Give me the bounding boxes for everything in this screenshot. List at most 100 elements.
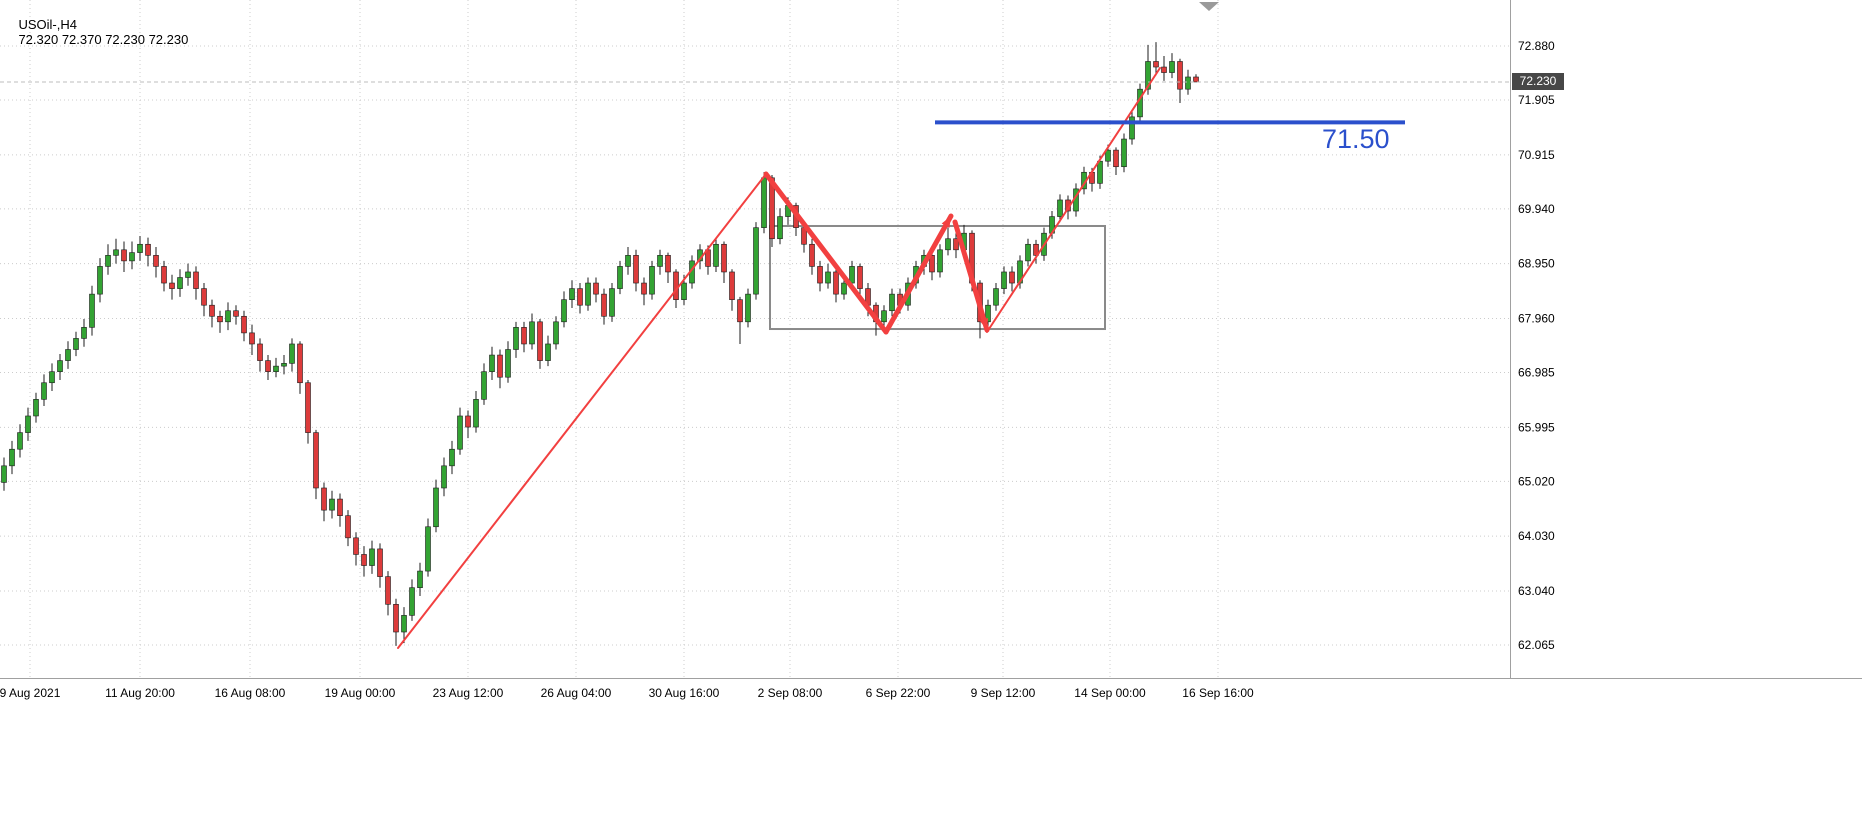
candle-body xyxy=(825,271,831,284)
candle-body xyxy=(513,327,519,350)
candle-body xyxy=(777,216,783,240)
trend-line-annotation[interactable] xyxy=(986,67,1161,333)
candle-body xyxy=(1105,149,1111,162)
candle-body xyxy=(489,354,495,372)
candle-body xyxy=(1057,199,1063,217)
candle-body xyxy=(1185,76,1191,90)
price-tick-label: 72.880 xyxy=(1518,39,1555,53)
candle-body xyxy=(409,587,415,616)
candle-body xyxy=(713,243,719,267)
candle-body xyxy=(609,288,615,317)
candle-body xyxy=(105,255,111,267)
ohlc-readout: 72.320 72.370 72.230 72.230 xyxy=(18,32,189,47)
candle-body xyxy=(665,255,671,273)
candle-body xyxy=(1177,61,1183,90)
candle-body xyxy=(649,266,655,295)
candle-body xyxy=(745,293,751,323)
time-tick-label: 30 Aug 16:00 xyxy=(649,686,720,700)
candle-body xyxy=(265,360,271,372)
candle-body xyxy=(249,332,255,345)
candle-body xyxy=(857,266,863,289)
candle-body xyxy=(425,526,431,572)
candle-body xyxy=(881,310,887,323)
candle-body xyxy=(721,243,727,273)
candle-body xyxy=(681,282,687,300)
candle-body xyxy=(361,554,367,566)
trend-arrowhead xyxy=(941,216,951,228)
candle-body xyxy=(497,354,503,378)
candle-body xyxy=(393,604,399,633)
candle-body xyxy=(1153,61,1159,68)
candle-body xyxy=(1161,66,1167,73)
candle-body xyxy=(529,321,535,345)
candle-body xyxy=(849,266,855,284)
candle-body xyxy=(209,304,215,317)
candle-body xyxy=(177,277,183,289)
candle-body xyxy=(329,498,335,511)
chart-shift-marker-icon[interactable] xyxy=(1199,2,1219,11)
candle-body xyxy=(161,266,167,284)
candle-body xyxy=(993,288,999,306)
candle-body xyxy=(761,177,767,228)
price-tick-label: 71.905 xyxy=(1518,93,1555,107)
candle-body xyxy=(833,271,839,295)
time-tick-label: 9 Aug 2021 xyxy=(0,686,61,700)
candle-body xyxy=(561,299,567,323)
candle-body xyxy=(577,288,583,306)
candle-body xyxy=(137,243,143,253)
candle-body xyxy=(289,343,295,364)
candle-body xyxy=(385,576,391,605)
candle-body xyxy=(1193,76,1199,83)
candle-body xyxy=(457,415,463,450)
candle-body xyxy=(809,243,815,267)
range-box-annotation[interactable] xyxy=(769,224,1106,331)
candle-body xyxy=(521,327,527,345)
candle-body xyxy=(585,282,591,306)
chart-title: USOil-,H4 72.320 72.370 72.230 72.230 xyxy=(4,2,188,62)
time-tick-label: 23 Aug 12:00 xyxy=(433,686,504,700)
time-tick-label: 6 Sep 22:00 xyxy=(866,686,931,700)
candle-body xyxy=(153,255,159,267)
price-tick-label: 62.065 xyxy=(1518,638,1555,652)
candle-body xyxy=(625,255,631,267)
candle-body xyxy=(441,465,447,489)
trend-line-annotation[interactable] xyxy=(763,171,889,335)
candle-body xyxy=(25,415,31,433)
price-tick-label: 66.985 xyxy=(1518,365,1555,379)
trend-line-annotation[interactable] xyxy=(397,173,767,649)
candle-body xyxy=(817,266,823,284)
symbol-timeframe-label: USOil-,H4 xyxy=(18,17,77,32)
candle-body xyxy=(1169,61,1175,73)
candle-body xyxy=(537,321,543,361)
candle-body xyxy=(401,615,407,633)
trend-line-annotation[interactable] xyxy=(883,213,954,335)
candle-body xyxy=(241,315,247,334)
candle-body xyxy=(9,448,15,467)
time-tick-label: 11 Aug 20:00 xyxy=(105,686,175,700)
candle-body xyxy=(953,238,959,251)
candle-body xyxy=(113,249,119,256)
time-tick-label: 14 Sep 00:00 xyxy=(1074,686,1146,700)
candle-body xyxy=(985,304,991,323)
hline-price-label: 71.50 xyxy=(1322,124,1390,154)
candle-body xyxy=(17,432,23,450)
candle-body xyxy=(129,252,135,262)
price-tick-label: 68.950 xyxy=(1518,257,1555,271)
candle-body xyxy=(1097,160,1103,184)
trend-line-annotation[interactable] xyxy=(952,219,990,333)
candle-body xyxy=(81,327,87,339)
candle-body xyxy=(377,548,383,577)
price-tick-label: 64.030 xyxy=(1518,529,1555,543)
time-tick-label: 19 Aug 00:00 xyxy=(325,686,396,700)
time-tick-label: 2 Sep 08:00 xyxy=(758,686,823,700)
candle-body xyxy=(1121,138,1127,168)
candle-body xyxy=(633,255,639,284)
candle-body xyxy=(673,271,679,300)
candle-body xyxy=(937,249,943,273)
candle-body xyxy=(225,310,231,323)
price-tick-label: 69.940 xyxy=(1518,202,1555,216)
candle-body xyxy=(481,371,487,400)
candle-body xyxy=(305,382,311,433)
